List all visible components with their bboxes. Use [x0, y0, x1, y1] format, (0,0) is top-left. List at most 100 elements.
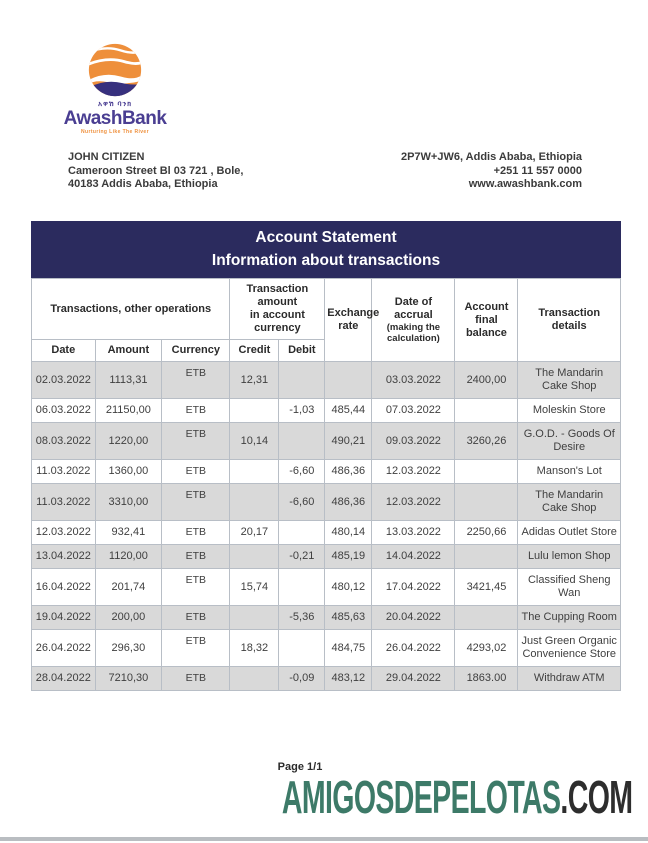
cell-credit	[229, 483, 280, 521]
cell-exchange-rate: 485,44	[324, 398, 373, 423]
cell-details: Withdraw ATM	[517, 666, 621, 691]
cell-debit: -6,60	[278, 459, 326, 484]
header-exchange-rate: Exchange rate	[324, 278, 379, 362]
table-row: 11.03.2022 3310,00 ETB -6,60 486,36 12.03.202…	[31, 483, 621, 521]
header-details: Transaction details	[517, 278, 621, 362]
customer-address-block: JOHN CITIZEN Cameroon Street Bl 03 721 ,…	[68, 151, 243, 192]
cell-amount: 201,74	[94, 568, 163, 606]
cell-accrual-date: 20.04.2022	[371, 605, 456, 630]
cell-currency: ETB	[161, 544, 231, 569]
cell-credit	[229, 398, 280, 423]
cell-exchange-rate: 485,63	[324, 605, 373, 630]
table-row: 26.04.2022 296,30 ETB 18,32 484,75 26.04.2022…	[31, 629, 621, 667]
table-row: 19.04.2022 200,00 ETB -5,36 485,63 20.04.2022…	[31, 605, 621, 630]
cell-debit	[278, 629, 326, 667]
statement-title: Account Statement	[255, 229, 397, 246]
cell-date: 16.04.2022	[31, 568, 96, 606]
bank-logo: አዋሽ ባንክ AwashBank Nurturing Like The Riv…	[62, 42, 168, 135]
cell-debit	[278, 568, 326, 606]
cell-balance	[454, 483, 519, 521]
cell-accrual-date: 07.03.2022	[371, 398, 456, 423]
cell-balance: 3260,26	[454, 422, 519, 460]
cell-details: Classified Sheng Wan	[517, 568, 621, 606]
watermark-main-text: AMIGOSDEPELOTAS	[281, 771, 561, 823]
awash-bank-logo-icon	[88, 43, 142, 97]
cell-credit	[229, 459, 280, 484]
statement-subtitle: Information about transactions	[211, 252, 441, 269]
cell-balance: 2250,66	[454, 520, 519, 545]
table-row: 13.04.2022 1120,00 ETB -0,21 485,19 14.04.202…	[31, 544, 621, 569]
cell-amount: 1113,31	[94, 361, 163, 399]
cell-date: 13.04.2022	[31, 544, 96, 569]
bank-name: AwashBank	[63, 108, 167, 129]
cell-accrual-date: 17.04.2022	[371, 568, 456, 606]
cell-details: Lulu lemon Shop	[517, 544, 621, 569]
address-section: JOHN CITIZEN Cameroon Street Bl 03 721 ,…	[68, 151, 582, 192]
cell-credit: 15,74	[229, 568, 280, 606]
cell-details: G.O.D. - Goods Of Desire	[517, 422, 621, 460]
header-accrual-sub: (making the calculation)	[386, 322, 441, 344]
cell-amount: 1220,00	[94, 422, 163, 460]
cell-date: 08.03.2022	[31, 422, 96, 460]
cell-balance	[454, 459, 519, 484]
header-operations: Transactions, other operations	[30, 278, 231, 340]
cell-accrual-date: 09.03.2022	[371, 422, 456, 460]
cell-exchange-rate: 484,75	[324, 629, 373, 667]
cell-date: 11.03.2022	[31, 483, 96, 521]
cell-accrual-date: 03.03.2022	[371, 361, 456, 399]
cell-amount: 3310,00	[94, 483, 163, 521]
header-credit: Credit	[229, 339, 280, 362]
table-row: 06.03.2022 21150,00 ETB -1,03 485,44 07.03.20…	[31, 398, 621, 423]
cell-amount: 21150,00	[94, 398, 163, 423]
cell-balance: 4293,02	[454, 629, 519, 667]
table-row: 28.04.2022 7210,30 ETB -0,09 483,12 29.04.202…	[31, 666, 621, 691]
cell-date: 26.04.2022	[31, 629, 96, 667]
cell-credit	[229, 605, 280, 630]
page-number: Page 1/1	[277, 761, 323, 773]
cell-amount: 932,41	[94, 520, 163, 545]
cell-credit: 10,14	[229, 422, 280, 460]
cell-details: The Mandarin Cake Shop	[517, 361, 621, 399]
table-row: 16.04.2022 201,74 ETB 15,74 480,12 17.04.2022…	[31, 568, 621, 606]
cell-details: Moleskin Store	[517, 398, 621, 423]
cell-amount: 1360,00	[94, 459, 163, 484]
bank-phone: +251 11 557 0000	[493, 164, 582, 177]
cell-details: The Cupping Room	[517, 605, 621, 630]
table-row: 12.03.2022 932,41 ETB 20,17 480,14 13.03.2022…	[31, 520, 621, 545]
header-amount: Amount	[94, 339, 163, 362]
cell-exchange-rate	[324, 361, 373, 399]
cell-details: Just Green Organic Convenience Store	[517, 629, 621, 667]
header-amount-in-currency: Transaction amount in account currency	[229, 278, 326, 340]
statement-section: Account Statement Information about tran…	[30, 221, 621, 691]
bank-tagline: Nurturing Like The River	[81, 129, 149, 135]
cell-balance	[454, 398, 519, 423]
cell-currency: ETB	[161, 666, 231, 691]
cell-currency: ETB	[161, 459, 231, 484]
table-row: 08.03.2022 1220,00 ETB 10,14 490,21 09.03.202…	[31, 422, 621, 460]
cell-credit: 20,17	[229, 520, 280, 545]
table-row: 02.03.2022 1113,31 ETB 12,31 03.03.2022 2400,…	[31, 361, 621, 399]
cell-accrual-date: 26.04.2022	[371, 629, 456, 667]
cell-currency: ETB	[161, 361, 231, 399]
bottom-divider-bar	[0, 837, 648, 841]
cell-currency: ETB	[161, 568, 231, 606]
cell-debit: -0,21	[278, 544, 326, 569]
cell-credit	[229, 666, 280, 691]
cell-exchange-rate: 486,36	[324, 459, 373, 484]
bank-website: www.awashbank.com	[468, 178, 582, 190]
header-debit: Debit	[278, 339, 326, 362]
cell-debit: -6,60	[278, 483, 326, 521]
cell-accrual-date: 29.04.2022	[371, 666, 456, 691]
cell-date: 02.03.2022	[31, 361, 96, 399]
cell-exchange-rate: 490,21	[324, 422, 373, 460]
cell-balance: 1863.00	[454, 666, 519, 691]
cell-amount: 7210,30	[94, 666, 163, 691]
cell-accrual-date: 13.03.2022	[371, 520, 456, 545]
cell-amount: 1120,00	[94, 544, 163, 569]
cell-debit	[278, 422, 326, 460]
cell-debit: -0,09	[278, 666, 326, 691]
table-row: 11.03.2022 1360,00 ETB -6,60 486,36 12.03.202…	[31, 459, 621, 484]
bank-contact-block: 2P7W+JW6, Addis Ababa, Ethiopia +251 11 …	[401, 151, 582, 192]
cell-accrual-date: 12.03.2022	[371, 459, 456, 484]
